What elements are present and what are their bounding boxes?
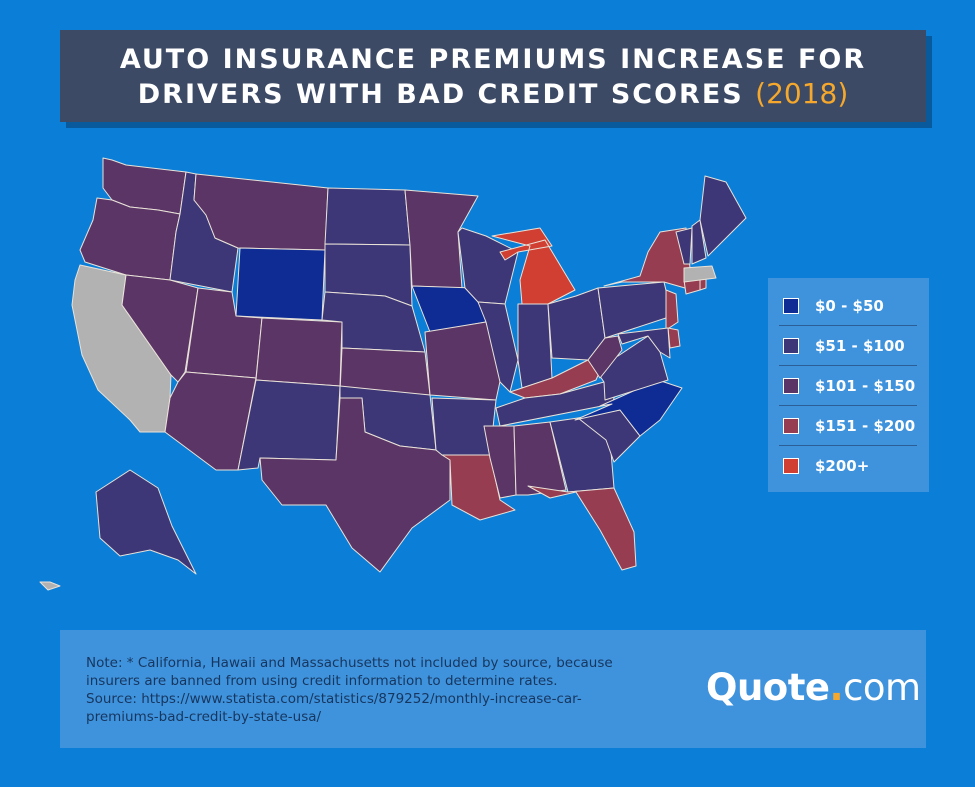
legend-swatch-151-200 bbox=[783, 418, 799, 434]
state-in bbox=[517, 303, 553, 389]
state-ga bbox=[549, 417, 615, 493]
state-ms bbox=[483, 425, 517, 499]
state-nm bbox=[237, 379, 341, 471]
legend-divider bbox=[779, 325, 917, 326]
state-nj bbox=[665, 289, 679, 331]
state-vt bbox=[675, 227, 693, 265]
state-va bbox=[589, 335, 669, 401]
logo-dot: . bbox=[829, 666, 844, 709]
legend-label-101-150: $101 - $150 bbox=[815, 377, 916, 395]
legend-label-51-100: $51 - $100 bbox=[815, 337, 905, 355]
state-ma bbox=[683, 265, 717, 283]
source-line-1: Source: https://www.statista.com/statist… bbox=[86, 691, 582, 707]
title-line-2-text: DRIVERS WITH BAD CREDIT SCORES bbox=[137, 79, 744, 110]
logo-brand: Quote bbox=[706, 666, 830, 709]
state-nd bbox=[324, 187, 411, 246]
source-line-2: premiums-bad-credit-by-state-usa/ bbox=[86, 709, 322, 725]
legend-item-151-200: $151 - $200 bbox=[779, 406, 917, 446]
state-co bbox=[255, 317, 343, 387]
legend-divider bbox=[779, 405, 917, 406]
legend: $0 - $50 $51 - $100 $101 - $150 $151 - $… bbox=[768, 278, 929, 492]
title-line-2: DRIVERS WITH BAD CREDIT SCORES (2018) bbox=[60, 77, 926, 112]
quote-logo: Quote.com bbox=[706, 666, 921, 709]
legend-label-0-50: $0 - $50 bbox=[815, 297, 884, 315]
state-wy bbox=[235, 247, 326, 321]
note-line-2: insurers are banned from using credit in… bbox=[86, 673, 558, 689]
title-banner: AUTO INSURANCE PREMIUMS INCREASE FOR DRI… bbox=[60, 30, 926, 122]
legend-divider bbox=[779, 445, 917, 446]
state-ak bbox=[95, 469, 197, 575]
state-nh bbox=[691, 219, 707, 265]
legend-label-151-200: $151 - $200 bbox=[815, 417, 916, 435]
title-year: (2018) bbox=[755, 77, 849, 110]
footer-note: Note: * California, Hawaii and Massachus… bbox=[86, 654, 696, 726]
state-fl bbox=[527, 485, 637, 571]
legend-label-200-plus: $200+ bbox=[815, 457, 870, 475]
legend-item-101-150: $101 - $150 bbox=[779, 366, 917, 406]
legend-item-200-plus: $200+ bbox=[779, 446, 917, 486]
state-mo bbox=[424, 321, 503, 401]
state-mi bbox=[491, 227, 576, 305]
state-nc bbox=[574, 379, 683, 437]
legend-swatch-200-plus bbox=[783, 458, 799, 474]
legend-item-51-100: $51 - $100 bbox=[779, 326, 917, 366]
logo-tld: com bbox=[843, 666, 921, 709]
legend-swatch-0-50 bbox=[783, 298, 799, 314]
legend-divider bbox=[779, 365, 917, 366]
state-md bbox=[617, 327, 671, 359]
us-choropleth-map bbox=[39, 157, 747, 591]
title-line-1: AUTO INSURANCE PREMIUMS INCREASE FOR bbox=[119, 44, 867, 75]
legend-swatch-51-100 bbox=[783, 338, 799, 354]
state-tx bbox=[259, 397, 451, 573]
footer-note-box: Note: * California, Hawaii and Massachus… bbox=[60, 630, 926, 748]
state-de bbox=[667, 327, 681, 349]
legend-swatch-101-150 bbox=[783, 378, 799, 394]
state-me bbox=[699, 175, 747, 257]
note-line-1: Note: * California, Hawaii and Massachus… bbox=[86, 655, 613, 671]
legend-item-0-50: $0 - $50 bbox=[779, 286, 917, 326]
state-hi bbox=[39, 581, 61, 591]
